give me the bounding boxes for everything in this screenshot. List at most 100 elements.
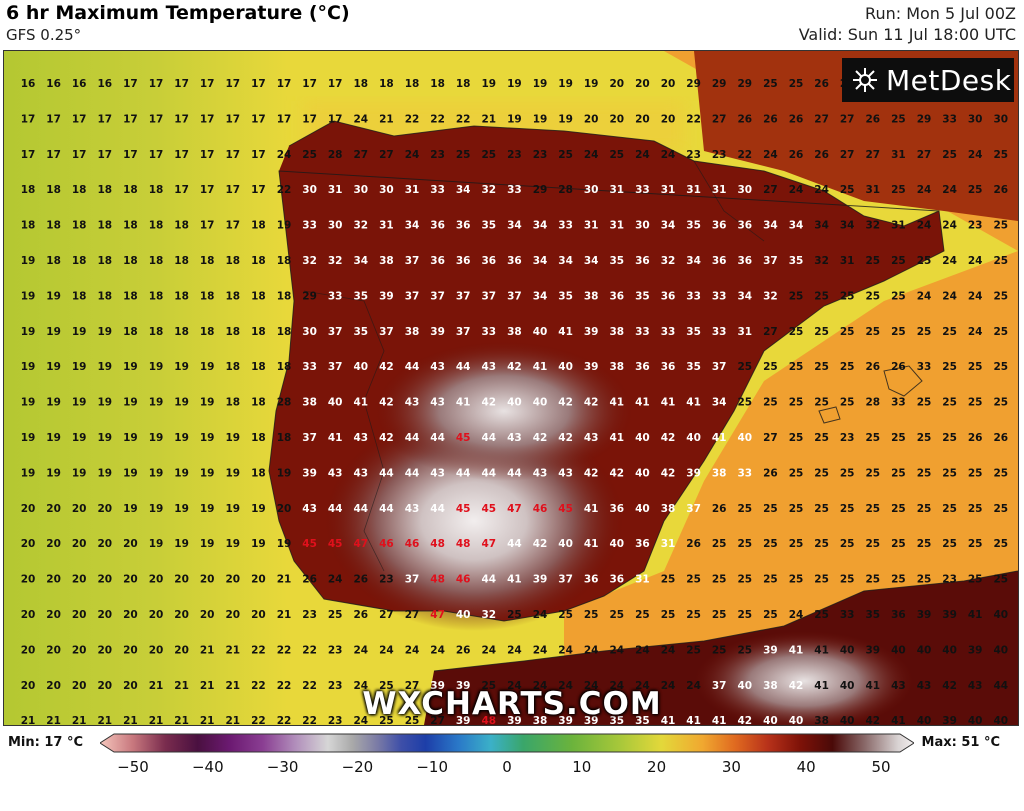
temperature-value: 20: [21, 503, 36, 515]
temperature-value: 40: [737, 680, 752, 692]
temperature-value: 17: [225, 113, 240, 125]
model-label: GFS 0.25°: [6, 26, 82, 44]
temperature-value: 20: [251, 574, 266, 586]
temperature-value: 19: [200, 467, 215, 479]
temperature-value: 38: [712, 467, 727, 479]
temperature-value: 25: [968, 503, 983, 515]
temperature-value: 41: [507, 574, 522, 586]
temperature-value: 36: [891, 609, 906, 621]
temperature-value: 23: [328, 680, 343, 692]
temperature-value: 36: [635, 361, 650, 373]
temperature-value: 35: [789, 255, 804, 267]
temperature-value: 44: [379, 467, 394, 479]
temperature-value: 34: [661, 220, 676, 232]
temperature-value: 22: [251, 644, 266, 656]
temperature-value: 33: [635, 326, 650, 338]
temperature-value: 37: [328, 326, 343, 338]
temperature-value: 41: [686, 397, 701, 409]
temperature-value: 41: [789, 644, 804, 656]
temperature-value: 18: [149, 255, 164, 267]
temperature-value: 43: [533, 467, 548, 479]
temperature-value: 20: [46, 609, 61, 621]
temperature-value: 35: [686, 361, 701, 373]
temperature-value: 20: [21, 574, 36, 586]
temperature-value: 19: [21, 326, 36, 338]
temperature-value: 25: [840, 326, 855, 338]
temperature-value: 25: [814, 574, 829, 586]
temperature-value: 19: [507, 78, 522, 90]
temperature-value: 25: [789, 397, 804, 409]
temperature-value: 17: [149, 149, 164, 161]
temperature-value: 25: [993, 149, 1008, 161]
temperature-value: 46: [533, 503, 548, 515]
temperature-value: 33: [840, 609, 855, 621]
temperature-value: 40: [917, 644, 932, 656]
heat-core-central: [374, 341, 634, 481]
temperature-value: 17: [251, 113, 266, 125]
temperature-value: 25: [379, 715, 394, 725]
temperature-value: 25: [737, 644, 752, 656]
temperature-value: 24: [405, 149, 420, 161]
temperature-value: 24: [533, 680, 548, 692]
temperature-value: 24: [481, 644, 496, 656]
temperature-value: 25: [712, 538, 727, 550]
temperature-value: 42: [533, 432, 548, 444]
temperature-value: 19: [123, 503, 138, 515]
colorbar-tick-label: −10: [416, 758, 449, 776]
temperature-value: 19: [72, 326, 87, 338]
temperature-value: 18: [123, 290, 138, 302]
temperature-value: 20: [72, 644, 87, 656]
temperature-value: 35: [609, 715, 624, 725]
temperature-value: 20: [609, 78, 624, 90]
temperature-value: 19: [46, 361, 61, 373]
colorbar-tick-label: −30: [266, 758, 299, 776]
temperature-value: 19: [72, 432, 87, 444]
temperature-value: 21: [149, 715, 164, 725]
temperature-value: 30: [379, 184, 394, 196]
temperature-value: 44: [405, 361, 420, 373]
temperature-value: 27: [379, 609, 394, 621]
temperature-value: 19: [277, 220, 292, 232]
temperature-value: 25: [558, 609, 573, 621]
temperature-value: 34: [789, 220, 804, 232]
temperature-value: 28: [328, 149, 343, 161]
temperature-value: 23: [507, 149, 522, 161]
temperature-value: 21: [277, 609, 292, 621]
temperature-value: 25: [891, 113, 906, 125]
temperature-value: 33: [712, 290, 727, 302]
temperature-value: 37: [405, 290, 420, 302]
temperature-value: 19: [149, 361, 164, 373]
temperature-value: 18: [277, 255, 292, 267]
temperature-value: 40: [840, 680, 855, 692]
temperature-value: 31: [840, 255, 855, 267]
temperature-value: 18: [46, 255, 61, 267]
temperature-value: 20: [123, 644, 138, 656]
temperature-value: 41: [353, 397, 368, 409]
temperature-value: 25: [942, 503, 957, 515]
temperature-value: 24: [661, 149, 676, 161]
temperature-value: 25: [865, 538, 880, 550]
temperature-value: 41: [865, 680, 880, 692]
temperature-value: 26: [737, 113, 752, 125]
temperature-value: 23: [302, 609, 317, 621]
temperature-value: 28: [277, 397, 292, 409]
temperature-value: 25: [789, 361, 804, 373]
temperature-value: 21: [225, 644, 240, 656]
temperature-value: 20: [174, 574, 189, 586]
temperature-value: 25: [865, 503, 880, 515]
temperature-value: 38: [763, 680, 778, 692]
temperature-value: 40: [840, 715, 855, 725]
temperature-value: 21: [174, 680, 189, 692]
temperature-value: 33: [917, 361, 932, 373]
temperature-value: 19: [200, 538, 215, 550]
temperature-value: 29: [737, 78, 752, 90]
temperature-value: 18: [149, 184, 164, 196]
temperature-value: 42: [789, 680, 804, 692]
temperature-value: 33: [302, 361, 317, 373]
temperature-value: 18: [123, 326, 138, 338]
temperature-value: 19: [149, 432, 164, 444]
temperature-value: 25: [814, 432, 829, 444]
temperature-value: 34: [558, 255, 573, 267]
temperature-value: 40: [456, 609, 471, 621]
temperature-value: 29: [686, 78, 701, 90]
